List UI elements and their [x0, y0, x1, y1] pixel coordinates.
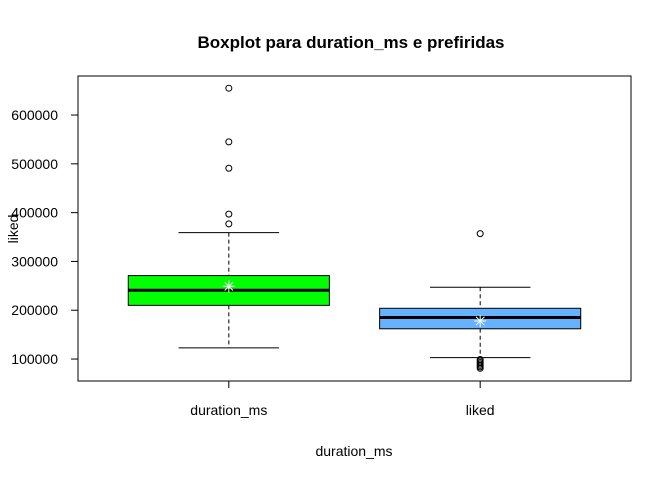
outlier-point — [225, 84, 233, 92]
x-axis-label: duration_ms — [315, 443, 392, 459]
y-tick-label: 500000 — [11, 156, 58, 172]
y-axis-label: liked — [5, 215, 21, 244]
outlier-point — [225, 210, 233, 218]
x-axis: duration_ms liked — [190, 380, 495, 418]
outlier-point — [225, 220, 233, 228]
plot-frame — [77, 75, 632, 382]
y-tick-label: 200000 — [11, 302, 58, 318]
mean-marker — [222, 280, 235, 293]
outlier-point — [476, 230, 484, 238]
box-duration_ms — [127, 84, 330, 349]
y-tick-label: 300000 — [11, 253, 58, 269]
outlier-point — [225, 164, 233, 172]
y-axis: 100000 200000 300000 400000 500000 600000 — [11, 107, 79, 367]
y-tick-label: 600000 — [11, 107, 58, 123]
y-tick-label: 100000 — [11, 351, 58, 367]
mean-marker — [474, 314, 487, 327]
y-tick-label: 400000 — [11, 205, 58, 221]
outlier-point — [225, 138, 233, 146]
x-tick-label: liked — [466, 402, 495, 418]
boxes — [127, 84, 582, 372]
box-liked — [379, 230, 582, 372]
outlier-point — [476, 356, 484, 364]
x-tick-label: duration_ms — [190, 402, 267, 418]
chart-title: Boxplot para duration_ms e prefiridas — [197, 33, 504, 52]
